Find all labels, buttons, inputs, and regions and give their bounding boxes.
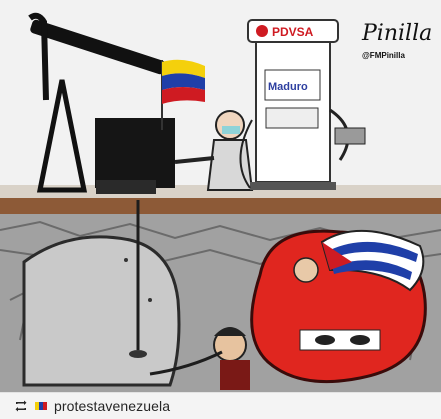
repost-footer: protestavenezuela xyxy=(0,392,441,419)
pdvsa-gas-pump: PDVSA Maduro xyxy=(239,19,366,190)
drill-pipe xyxy=(124,200,152,358)
artist-signature: Pinilla @FMPinilla xyxy=(361,21,432,60)
artist-handle: @FMPinilla xyxy=(362,51,405,60)
cartoon-image: PDVSA Maduro Pinilla @FMPinilla xyxy=(0,0,441,392)
empty-reservoir xyxy=(22,235,181,387)
avatar-icon[interactable] xyxy=(34,399,48,413)
pump-brand-label: PDVSA xyxy=(272,25,314,39)
repost-icon[interactable] xyxy=(14,399,28,413)
maduro-sticker: Maduro xyxy=(268,81,308,93)
red-blob-character xyxy=(250,229,427,384)
man-with-straw xyxy=(149,327,250,390)
repost-username[interactable]: protestavenezuela xyxy=(54,398,171,414)
venezuela-flag xyxy=(161,59,205,130)
signature-text: Pinilla xyxy=(361,21,432,46)
